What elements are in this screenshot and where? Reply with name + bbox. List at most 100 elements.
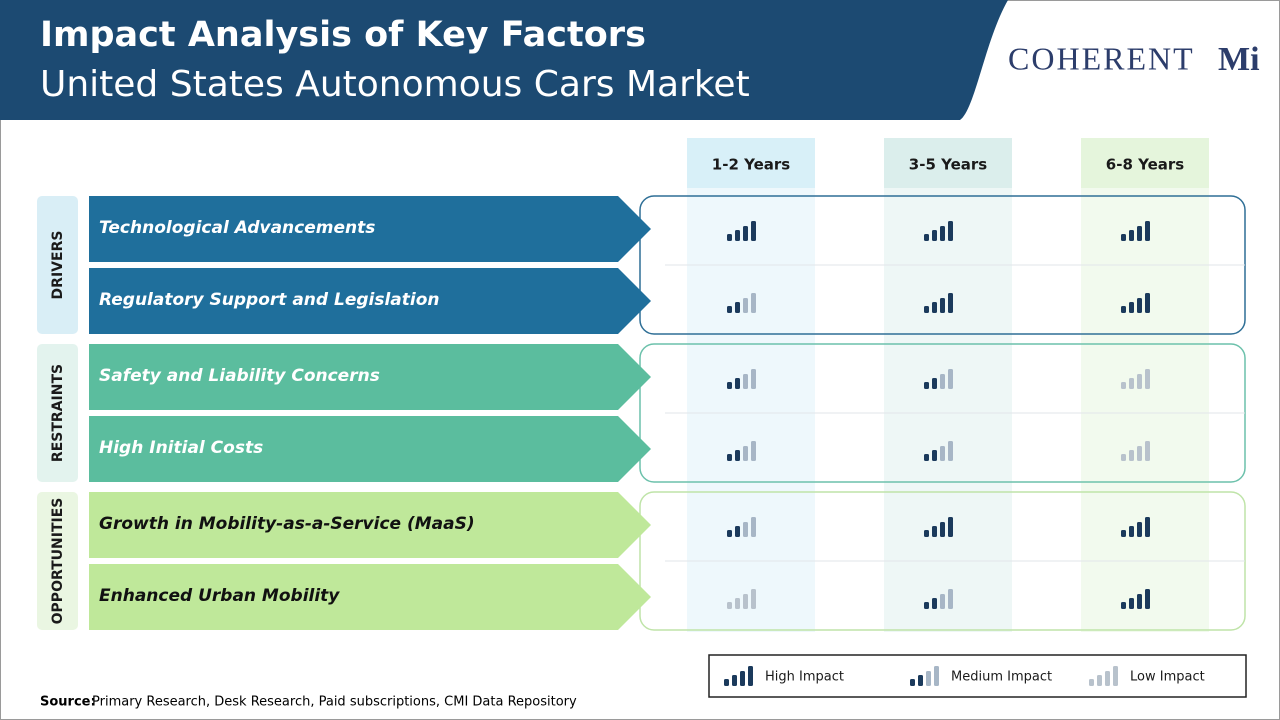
impact-bar bbox=[932, 598, 937, 609]
impact-bar bbox=[751, 441, 756, 461]
impact-bar bbox=[743, 594, 748, 609]
impact-icon bbox=[1121, 441, 1150, 461]
impact-bar bbox=[751, 589, 756, 609]
impact-bar bbox=[948, 517, 953, 537]
impact-bar bbox=[940, 594, 945, 609]
impact-bar bbox=[1137, 298, 1142, 313]
impact-bar bbox=[918, 675, 923, 686]
impact-bar bbox=[924, 234, 929, 241]
impact-bar bbox=[735, 302, 740, 313]
header-band bbox=[0, 0, 1008, 120]
impact-icon bbox=[727, 589, 756, 609]
column-header bbox=[884, 138, 1012, 188]
impact-bar bbox=[727, 602, 732, 609]
column-label: 1-2 Years bbox=[712, 156, 790, 174]
factor-banner bbox=[89, 196, 651, 262]
impact-bar bbox=[1129, 230, 1134, 241]
impact-icon bbox=[1121, 517, 1150, 537]
column-label: 6-8 Years bbox=[1106, 156, 1184, 174]
impact-bar bbox=[948, 441, 953, 461]
impact-bar bbox=[1129, 450, 1134, 461]
group-side bbox=[37, 196, 78, 334]
legend-box bbox=[708, 654, 1247, 698]
impact-bar bbox=[743, 374, 748, 389]
impact-bar bbox=[735, 526, 740, 537]
impact-bar bbox=[940, 374, 945, 389]
impact-bar bbox=[948, 369, 953, 389]
impact-icon bbox=[924, 293, 953, 313]
impact-bar bbox=[1105, 671, 1110, 686]
impact-bar bbox=[924, 382, 929, 389]
factor-label: Safety and Liability Concerns bbox=[99, 366, 380, 386]
impact-bar bbox=[735, 378, 740, 389]
column-label: 3-5 Years bbox=[909, 156, 987, 174]
impact-bar bbox=[727, 234, 732, 241]
impact-bar bbox=[724, 679, 729, 686]
group-label: OPPORTUNITIES bbox=[50, 498, 66, 625]
factor-label: Regulatory Support and Legislation bbox=[99, 290, 440, 310]
impact-icon bbox=[727, 221, 756, 241]
impact-bar bbox=[727, 530, 732, 537]
impact-bar bbox=[735, 230, 740, 241]
impact-bar bbox=[948, 293, 953, 313]
impact-bar bbox=[948, 221, 953, 241]
impact-bar bbox=[1121, 382, 1126, 389]
impact-bar bbox=[940, 446, 945, 461]
impact-bar bbox=[948, 589, 953, 609]
impact-bar bbox=[1129, 378, 1134, 389]
impact-icon bbox=[727, 517, 756, 537]
impact-bar bbox=[1121, 530, 1126, 537]
impact-bar bbox=[940, 226, 945, 241]
impact-icon bbox=[727, 441, 756, 461]
legend-label: Medium Impact bbox=[951, 670, 1052, 685]
factor-label: Growth in Mobility-as-a-Service (MaaS) bbox=[99, 514, 475, 534]
factor-banner bbox=[89, 416, 651, 482]
impact-icon bbox=[1121, 369, 1150, 389]
impact-icon bbox=[727, 369, 756, 389]
impact-bar bbox=[1113, 666, 1118, 686]
impact-bar bbox=[740, 671, 745, 686]
source-label: Source: bbox=[40, 695, 96, 710]
impact-bar bbox=[727, 306, 732, 313]
impact-bar bbox=[924, 306, 929, 313]
impact-bar bbox=[1097, 675, 1102, 686]
impact-bar bbox=[932, 302, 937, 313]
impact-bar bbox=[751, 221, 756, 241]
impact-bar bbox=[932, 230, 937, 241]
impact-bar bbox=[926, 671, 931, 686]
factor-banner bbox=[89, 564, 651, 630]
subtitle: United States Autonomous Cars Market bbox=[40, 64, 750, 105]
impact-icon bbox=[724, 666, 753, 686]
impact-icon bbox=[910, 666, 939, 686]
impact-bar bbox=[1121, 602, 1126, 609]
impact-bar bbox=[727, 454, 732, 461]
impact-bar bbox=[934, 666, 939, 686]
column-header bbox=[687, 138, 815, 188]
logo-suffix: Mi bbox=[1218, 41, 1260, 78]
impact-bar bbox=[1137, 446, 1142, 461]
group-side bbox=[37, 344, 78, 482]
impact-bar bbox=[932, 378, 937, 389]
impact-bar bbox=[1145, 589, 1150, 609]
impact-bar bbox=[735, 598, 740, 609]
factor-banner bbox=[89, 268, 651, 334]
impact-icon bbox=[924, 369, 953, 389]
impact-bar bbox=[1137, 522, 1142, 537]
impact-icon bbox=[924, 589, 953, 609]
impact-bar bbox=[924, 530, 929, 537]
impact-bar bbox=[940, 522, 945, 537]
impact-bar bbox=[940, 298, 945, 313]
factor-banner bbox=[89, 344, 651, 410]
impact-icon bbox=[924, 517, 953, 537]
impact-bar bbox=[1129, 302, 1134, 313]
impact-bar bbox=[727, 382, 732, 389]
factor-label: Technological Advancements bbox=[99, 218, 375, 238]
column-header bbox=[1081, 138, 1209, 188]
impact-bar bbox=[1145, 517, 1150, 537]
impact-bar bbox=[1121, 306, 1126, 313]
impact-bar bbox=[1145, 293, 1150, 313]
impact-bar bbox=[743, 226, 748, 241]
column-band bbox=[1081, 188, 1209, 632]
impact-bar bbox=[1089, 679, 1094, 686]
impact-bar bbox=[751, 369, 756, 389]
